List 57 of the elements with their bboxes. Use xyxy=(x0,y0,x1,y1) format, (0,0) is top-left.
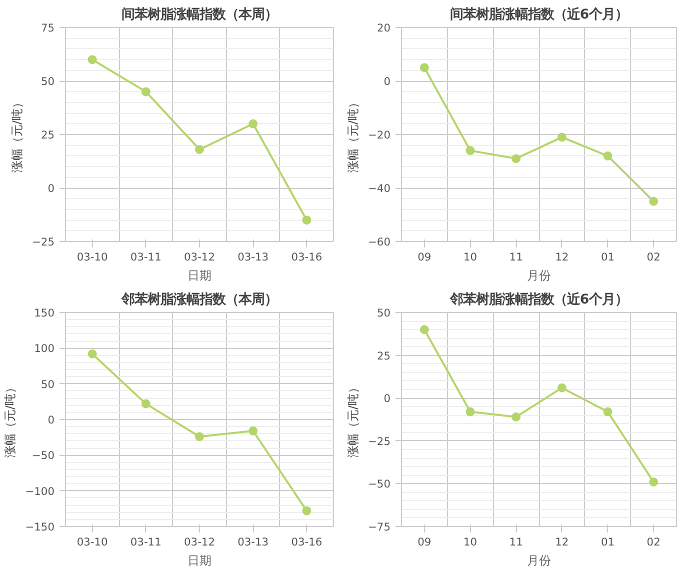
y-tick-label: 75 xyxy=(40,22,55,34)
chart-title: 间苯树脂涨幅指数（近6个月） xyxy=(450,6,628,22)
y-tick-label: 0 xyxy=(48,414,55,426)
y-tick-label: 150 xyxy=(34,306,55,320)
x-tick-label: 03-13 xyxy=(238,250,269,264)
x-tick-label: 03-10 xyxy=(76,250,108,264)
x-tick-label: 11 xyxy=(509,536,523,548)
x-tick-label: 09 xyxy=(418,536,432,548)
y-tick-label: −100 xyxy=(25,484,55,498)
y-tick-label: 25 xyxy=(376,349,391,362)
x-tick-label: 03-11 xyxy=(130,250,162,264)
chart-title: 间苯树脂涨幅指数（本周） xyxy=(122,6,278,22)
x-tick-label: 12 xyxy=(555,536,569,548)
chart-title: 邻苯树脂涨幅指数（近6个月） xyxy=(448,292,628,308)
y-tick-label: 100 xyxy=(34,342,55,356)
y-tick-label: −150 xyxy=(25,520,55,534)
y-axis-title: 涨幅（元/吨） xyxy=(10,96,24,173)
y-tick-label: −20 xyxy=(368,128,391,142)
x-tick-label: 12 xyxy=(555,250,569,264)
x-tick-label: 03-16 xyxy=(291,250,322,264)
y-axis-title: 涨幅（元/吨） xyxy=(346,96,360,173)
x-tick-label: 09 xyxy=(418,250,432,264)
y-tick-label: −25 xyxy=(368,434,391,448)
x-tick-label: 03-11 xyxy=(130,536,162,548)
y-tick-label: 20 xyxy=(376,22,391,34)
y-axis-title: 涨幅（元/吨） xyxy=(346,381,360,458)
y-tick-label: 50 xyxy=(40,75,55,88)
y-tick-label: 0 xyxy=(384,75,391,88)
y-tick-label: 0 xyxy=(384,392,391,406)
y-tick-label: −25 xyxy=(32,236,55,248)
chart-title: 邻苯树脂涨幅指数（本周） xyxy=(120,292,278,308)
x-tick-label: 02 xyxy=(646,536,660,548)
x-tick-label: 10 xyxy=(463,250,478,264)
y-tick-label: −40 xyxy=(368,182,391,195)
y-tick-label: 50 xyxy=(376,306,391,320)
y-tick-label: 25 xyxy=(40,128,55,142)
x-tick-label: 03-13 xyxy=(238,536,269,548)
y-tick-label: −75 xyxy=(368,520,391,534)
y-tick-label: −50 xyxy=(32,449,55,462)
y-tick-label: −50 xyxy=(368,478,391,491)
x-tick-label: 01 xyxy=(600,536,615,548)
y-axis-title: 涨幅（元/吨） xyxy=(3,381,18,458)
x-tick-label: 03-12 xyxy=(184,536,215,548)
x-tick-label: 03-12 xyxy=(184,250,215,264)
y-tick-label: 50 xyxy=(40,378,55,391)
x-tick-label: 03-10 xyxy=(76,536,108,548)
x-tick-label: 02 xyxy=(646,250,660,264)
x-axis-title: 月份 xyxy=(527,268,551,282)
x-tick-label: 11 xyxy=(509,250,523,264)
x-tick-label: 10 xyxy=(463,536,478,548)
x-tick-label: 01 xyxy=(600,250,615,264)
x-tick-label: 03-16 xyxy=(291,536,322,548)
x-axis-title: 日期 xyxy=(188,268,212,282)
x-axis-title: 月份 xyxy=(527,554,551,568)
y-tick-label: 0 xyxy=(48,182,55,195)
x-axis-title: 日期 xyxy=(188,554,212,568)
y-tick-label: −60 xyxy=(368,236,391,248)
